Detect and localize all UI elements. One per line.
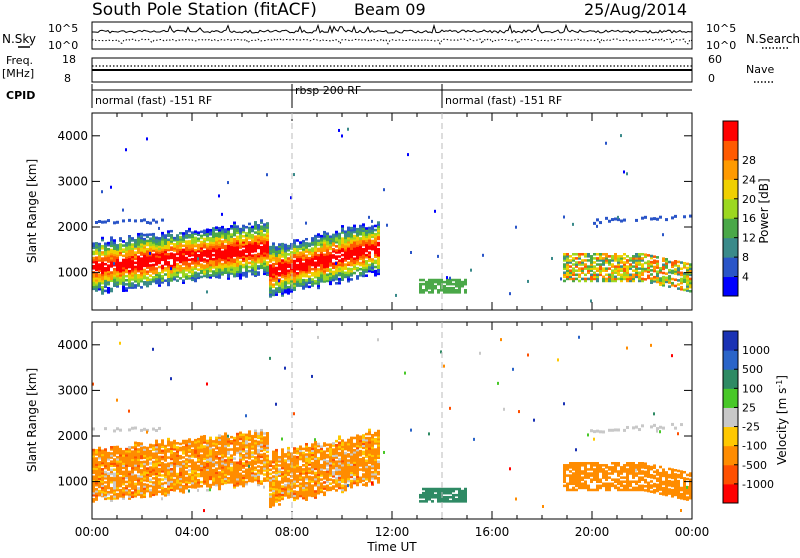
power-colorbar-label: Power [dB]: [757, 178, 771, 243]
y-tick-label: 4000: [57, 338, 88, 352]
cpid-segment-label: normal (fast) -151 RF: [445, 94, 562, 107]
nsearch-series: [92, 39, 692, 44]
colorbar-swatch: [723, 277, 738, 297]
colorbar-swatch: [723, 160, 738, 180]
velocity-ylabel: Slant Range [km]: [25, 368, 39, 472]
velocity-colorbar-label-close: ]: [775, 375, 789, 380]
x-tick-label: 08:00: [275, 525, 310, 539]
y-tick-label: 1000: [57, 475, 88, 489]
colorbar-tick-label: 28: [742, 154, 756, 167]
x-tick-label: 04:00: [175, 525, 210, 539]
nave-tick-top: 60: [708, 53, 722, 66]
date-title: 25/Aug/2014: [584, 0, 687, 19]
y-tick-label: 1000: [57, 266, 88, 280]
colorbar-swatch: [723, 140, 738, 160]
x-axis-ticks: 00:00 04:00 08:00 12:00 16:00 20:00 00:00: [75, 525, 710, 539]
colorbar-swatch: [723, 199, 738, 219]
colorbar-swatch: [723, 388, 738, 408]
velocity-panel: 1000 2000 3000 4000 Slant Range [km] 1000 50…: [25, 322, 789, 519]
colorbar-tick-label: 20: [742, 193, 756, 206]
colorbar-swatch: [723, 446, 738, 466]
x-tick-label: 16:00: [475, 525, 510, 539]
velocity-colorbar-label: Velocity [m s-1]: [775, 375, 789, 465]
velocity-heatmap: [92, 336, 692, 512]
power-colorbar: 4 8 12 16 20 24 28: [723, 121, 756, 297]
y-tick-label: 2000: [57, 220, 88, 234]
beam-title: Beam 09: [354, 0, 426, 19]
colorbar-tick-label: 16: [742, 212, 756, 225]
colorbar-swatch: [723, 369, 738, 389]
noise-tick-left-bottom: 10^0: [48, 39, 78, 52]
y-tick-label: 3000: [57, 174, 88, 188]
power-panel: 1000 2000 3000 4000 Slant Range [km] 4 8 12 16…: [25, 113, 771, 310]
colorbar-tick-label: 500: [742, 363, 763, 376]
freq-tick-top: 18: [62, 53, 76, 66]
x-axis-label: Time UT: [366, 540, 417, 554]
colorbar-swatch: [723, 484, 738, 504]
colorbar-swatch: [723, 427, 738, 447]
cpid-segment-label: normal (fast) -151 RF: [95, 94, 212, 107]
y-tick-label: 3000: [57, 383, 88, 397]
freq-label: Freq.: [6, 54, 33, 67]
y-tick-label: 2000: [57, 429, 88, 443]
colorbar-swatch: [723, 238, 738, 258]
colorbar-tick-label: 24: [742, 173, 756, 186]
station-title: South Pole Station (fitACF): [92, 0, 317, 20]
colorbar-swatch: [723, 218, 738, 238]
x-tick-label: 00:00: [75, 525, 110, 539]
colorbar-tick-label: 100: [742, 382, 763, 395]
freq-tick-bottom: 8: [64, 72, 71, 85]
colorbar-tick-label: -500: [742, 459, 767, 472]
x-tick-label: 20:00: [575, 525, 610, 539]
colorbar-tick-label: -100: [742, 440, 767, 453]
colorbar-swatch: [723, 331, 738, 351]
colorbar-swatch: [723, 257, 738, 277]
cpid-label: CPID: [6, 89, 35, 102]
freq-panel: Freq. [MHz] 18 8 60 0 Nave: [2, 53, 774, 85]
colorbar-tick-label: -1000: [742, 478, 774, 491]
colorbar-swatch: [723, 121, 738, 141]
x-tick-label: 12:00: [375, 525, 410, 539]
cpid-segment-label: rbsp 200 RF: [295, 84, 361, 97]
colorbar-tick-label: 4: [742, 271, 749, 284]
nsky-series: [92, 25, 692, 33]
colorbar-tick-label: 25: [742, 401, 756, 414]
velocity-colorbar: 1000 500 100 25 -25 -100 -500 -1000: [723, 331, 774, 504]
colorbar-tick-label: 1000: [742, 344, 770, 357]
noise-tick-right-bottom: 10^0: [706, 39, 736, 52]
colorbar-swatch: [723, 179, 738, 199]
velocity-colorbar-label-main: Velocity [m s: [775, 388, 789, 465]
cpid-segments: normal (fast) -151 RF rbsp 200 RF normal (…: [92, 84, 562, 108]
noise-panel: N.Sky N.Search 10^5 10^0 10^5 10^0: [2, 22, 800, 52]
power-ylabel: Slant Range [km]: [25, 159, 39, 263]
colorbar-tick-label: 12: [742, 232, 756, 245]
x-tick-label: 00:00: [675, 525, 710, 539]
nsearch-label: N.Search: [746, 32, 800, 46]
y-tick-label: 4000: [57, 129, 88, 143]
noise-lines: [92, 25, 692, 44]
colorbar-tick-label: 8: [742, 251, 749, 264]
noise-tick-right-top: 10^5: [706, 22, 736, 35]
power-heatmap: [92, 128, 692, 303]
colorbar-swatch: [723, 465, 738, 485]
nsky-label: N.Sky: [2, 32, 36, 46]
colorbar-swatch: [723, 350, 738, 370]
noise-tick-left-top: 10^5: [48, 22, 78, 35]
nave-tick-bottom: 0: [708, 72, 715, 85]
colorbar-tick-label: -25: [742, 421, 760, 434]
nave-label: Nave: [746, 63, 774, 76]
colorbar-swatch: [723, 407, 738, 427]
velocity-colorbar-label-sup: -1: [775, 380, 784, 388]
freq-unit-label: [MHz]: [2, 67, 34, 80]
